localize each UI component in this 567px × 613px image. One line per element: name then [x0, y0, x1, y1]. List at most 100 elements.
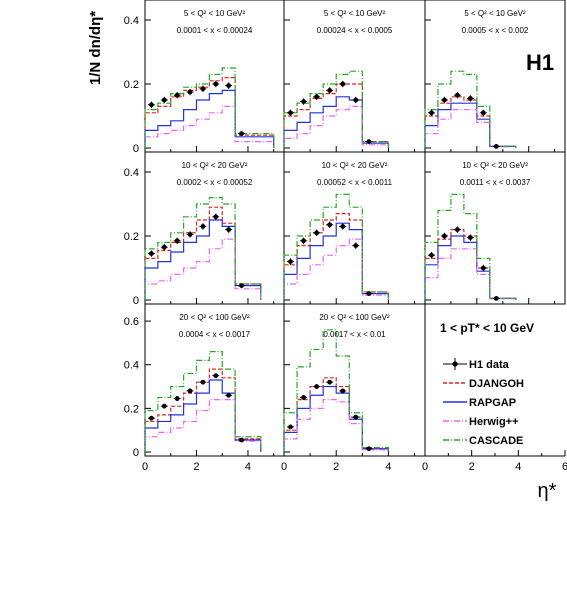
panel-6: 10 < Q² < 20 GeV² 0.0011 < x < 0.0037: [424, 151, 566, 305]
data-point: [287, 258, 295, 265]
data-point: [300, 98, 308, 105]
legend-label: CASCADE: [469, 435, 523, 447]
series-rapgap: [424, 235, 517, 300]
panel-frame: [283, 151, 426, 305]
panel-7: 0 0.2 0.4 0.6 0 2 4 20 < Q² < 100 GeV² 0.0004 < …: [124, 303, 285, 473]
data-point: [313, 229, 321, 236]
data-point: [238, 437, 245, 443]
series-rapgap: [144, 379, 262, 452]
legend-label: H1 data: [469, 359, 510, 371]
data-point: [173, 92, 181, 99]
panel-4: 0 0.2 0.4 10 < Q² < 20 GeV² 0.0002 < x < 0.0…: [124, 151, 285, 307]
legend-item-cascade: CASCADE: [443, 435, 523, 447]
panel-q2-label: 5 < Q² < 10 GeV²: [324, 9, 386, 18]
h1-logo: H1: [526, 50, 554, 75]
series-cascade: [283, 329, 390, 452]
y-tick-label: 0: [133, 447, 139, 459]
legend-label: Herwig++: [469, 416, 519, 428]
series-rapgap: [283, 222, 390, 300]
data-point: [300, 395, 308, 400]
data-point: [339, 388, 347, 394]
data-point: [352, 96, 360, 104]
data-point: [313, 93, 321, 100]
series-herwig: [283, 238, 390, 300]
data-point: [428, 252, 435, 259]
legend: H1 data DJANGOH RAPGAP Herwig++ CASCADE: [443, 358, 524, 447]
data-point: [313, 384, 321, 389]
data-point: [225, 82, 233, 89]
data-point: [352, 414, 360, 420]
data-point: [186, 231, 194, 238]
data-point: [287, 424, 295, 430]
pt-range-label: 1 < pT* < 10 GeV: [440, 321, 534, 335]
data-point: [287, 109, 295, 116]
data-point: [160, 96, 168, 104]
panel-frame: [424, 0, 566, 153]
panel-5: 10 < Q² < 20 GeV² 0.00052 < x < 0.0011: [283, 151, 426, 305]
data-point: [326, 87, 334, 94]
x-tick-label: 4: [385, 461, 391, 473]
data-point: [365, 139, 373, 145]
data-point: [212, 373, 220, 379]
legend-item-djangoh: DJANGOH: [443, 378, 524, 390]
data-point: [199, 379, 207, 385]
panel-frame: [283, 0, 426, 153]
data-point: [428, 109, 435, 116]
data-point: [300, 237, 308, 244]
data-point: [466, 95, 474, 102]
data-point: [326, 221, 334, 228]
panel-frame: [144, 151, 285, 305]
data-point: [173, 396, 181, 401]
panel-2: 5 < Q² < 10 GeV² 0.00024 < x < 0.0005: [283, 0, 426, 153]
series-herwig: [283, 105, 390, 148]
x-tick-label: 6: [562, 461, 567, 473]
x-axis-title: η*: [538, 480, 557, 502]
series-cascade: [144, 67, 275, 148]
data-point: [339, 80, 347, 88]
panels-group: 0 0.2 0.4 5 < Q² < 10 GeV² 0.0001 < x < 0.00…: [124, 0, 567, 473]
panel-q2-label: 20 < Q² < 100 GeV²: [179, 313, 250, 322]
panel-q2-label: 10 < Q² < 20 GeV²: [182, 161, 248, 170]
data-point: [466, 234, 474, 241]
y-tick-label: 0.6: [124, 316, 139, 328]
data-point: [479, 109, 487, 116]
x-tick-label: 4: [245, 461, 251, 473]
series-djangoh: [424, 96, 517, 148]
x-tick-label: 0: [281, 461, 287, 473]
panel-q2-label: 10 < Q² < 20 GeV²: [462, 161, 528, 170]
legend-item-rapgap: RAPGAP: [443, 397, 516, 409]
data-point: [238, 131, 245, 137]
series-rapgap: [424, 102, 517, 148]
series-rapgap: [144, 89, 275, 148]
data-point: [212, 213, 220, 220]
data-point: [160, 244, 168, 251]
data-point: [352, 242, 360, 249]
data-point: [365, 446, 373, 452]
series-herwig: [144, 238, 262, 300]
data-point: [225, 392, 233, 398]
y-tick-label: 0.4: [124, 167, 139, 179]
y-tick-label: 0: [133, 295, 139, 307]
data-point: [186, 388, 194, 394]
y-tick-label: 0: [133, 143, 139, 155]
data-point: [160, 403, 168, 409]
series-herwig: [283, 399, 390, 452]
panel-1: 0 0.2 0.4 5 < Q² < 10 GeV² 0.0001 < x < 0.00…: [124, 0, 285, 155]
series-djangoh: [283, 83, 390, 148]
panel-frame: [144, 0, 285, 153]
data-point: [453, 92, 461, 99]
panel-q2-label: 5 < Q² < 10 GeV²: [464, 9, 526, 18]
panel-q2-label: 20 < Q² < 100 GeV²: [319, 313, 390, 322]
panel-8: 0 2 4 20 < Q² < 100 GeV² 0.0017 < x < 0.01: [281, 303, 426, 473]
x-tick-label: 2: [333, 461, 339, 473]
x-tick-label: 2: [193, 461, 199, 473]
data-point: [212, 80, 220, 88]
data-point: [492, 296, 500, 301]
x-tick-label: 0: [422, 461, 428, 473]
panel-x-label: 0.00052 < x < 0.0011: [317, 178, 393, 187]
panel-x-label: 0.0005 < x < 0.002: [462, 26, 529, 35]
series-herwig: [144, 105, 275, 148]
panel-x-label: 0.0011 < x < 0.0037: [460, 178, 531, 187]
panel-x-label: 0.0002 < x < 0.00052: [177, 178, 253, 187]
